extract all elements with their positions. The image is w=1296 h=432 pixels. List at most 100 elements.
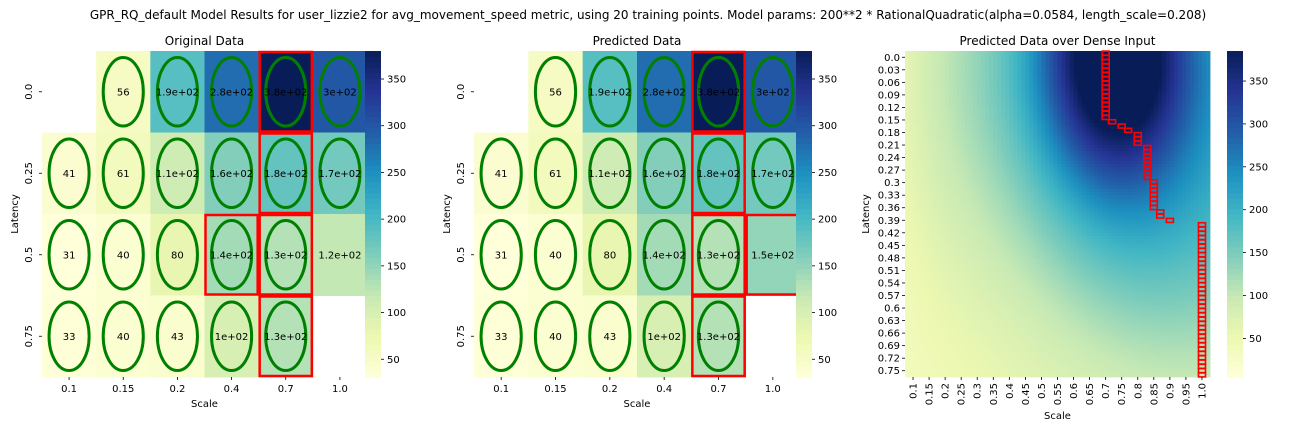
- heatmap-cell: [1005, 148, 1010, 152]
- heatmap-cell: [1009, 214, 1014, 218]
- heatmap-cell: [1145, 141, 1151, 146]
- heatmap-cell: [1109, 57, 1115, 61]
- heatmap-cell: [1129, 66, 1135, 71]
- heatmap-cell: [1085, 123, 1091, 127]
- heatmap-cell: [1189, 135, 1195, 140]
- heatmap-cell: [1065, 145, 1070, 149]
- heatmap-cell: [1149, 229, 1155, 234]
- heatmap-cell: [1017, 135, 1022, 140]
- heatmap-cell: [1069, 110, 1074, 115]
- heatmap-cell: [1069, 54, 1074, 58]
- heatmap-cell: [1069, 91, 1074, 96]
- heatmap-cell: [1173, 91, 1179, 96]
- colorbar-segment: [365, 89, 381, 96]
- heatmap-cell: [1053, 82, 1058, 86]
- heatmap-cell: [1133, 98, 1139, 102]
- heatmap-cell: [933, 163, 938, 168]
- heatmap-cell: [582, 132, 638, 215]
- heatmap-cell: [1073, 54, 1078, 58]
- heatmap-cell: [1073, 235, 1078, 240]
- heatmap-cell: [949, 85, 954, 90]
- heatmap-cell: [1073, 98, 1078, 102]
- heatmap-cell: [965, 94, 970, 99]
- heatmap-cell: [1093, 135, 1099, 140]
- heatmap-cell: [1045, 60, 1050, 64]
- heatmap-cell: [1165, 110, 1171, 115]
- heatmap-cell: [957, 148, 962, 152]
- heatmap-cell: [965, 132, 970, 137]
- heatmap-cell: [1037, 60, 1042, 64]
- heatmap-cell: [1165, 195, 1171, 199]
- heatmap-cell: [945, 207, 950, 212]
- heatmap-cell: [1077, 63, 1082, 68]
- heatmap-cell: [981, 214, 986, 218]
- heatmap-cell: [1177, 138, 1183, 143]
- heatmap-cell: [1101, 160, 1107, 165]
- heatmap-cell: [993, 229, 998, 234]
- heatmap-cell: [1113, 166, 1119, 171]
- heatmap-cell: [969, 54, 974, 58]
- highlight-box: [691, 132, 746, 215]
- heatmap-cell: [1025, 123, 1030, 127]
- heatmap-cell: [1177, 201, 1183, 205]
- heatmap-cell: [909, 82, 914, 86]
- heatmap-cell: [1077, 145, 1082, 149]
- heatmap-cell: [965, 198, 970, 202]
- heatmap-cell: [1057, 220, 1062, 224]
- heatmap-cell: [1117, 135, 1123, 140]
- heatmap-cell: [1033, 223, 1038, 227]
- heatmap-cell: [1009, 198, 1014, 202]
- heatmap-cell: [965, 220, 970, 224]
- heatmap-cell: [917, 57, 922, 61]
- heatmap-cell: [985, 76, 990, 80]
- heatmap-cell: [969, 126, 974, 130]
- heatmap-cell: [1173, 66, 1179, 71]
- heatmap-cell: [965, 126, 970, 130]
- heatmap-cell: [1117, 91, 1123, 96]
- heatmap-cell: [1161, 204, 1167, 209]
- heatmap-cell: [1089, 198, 1095, 202]
- heatmap-cell: [973, 104, 978, 108]
- heatmap-cell: [1073, 201, 1078, 205]
- heatmap-cell: [1189, 154, 1195, 158]
- heatmap-cell: [1001, 51, 1006, 55]
- heatmap-cell: [1033, 126, 1038, 130]
- heatmap-cell: [993, 192, 998, 196]
- heatmap-cell: [1045, 151, 1050, 155]
- heatmap-cell: [1081, 201, 1086, 205]
- heatmap-cell: [1021, 57, 1026, 61]
- heatmap-cell: [1053, 239, 1058, 243]
- heatmap-cell: [973, 85, 978, 90]
- heatmap-cell: [1021, 223, 1026, 227]
- heatmap-cell: [1157, 101, 1163, 105]
- heatmap-cell: [1033, 217, 1038, 221]
- heatmap-cell: [981, 69, 986, 74]
- heatmap-cell: [1069, 57, 1074, 61]
- heatmap-cell: [1181, 60, 1187, 64]
- heatmap-cell: [745, 214, 801, 296]
- heatmap-cell: [1065, 182, 1070, 187]
- heatmap-cell: [989, 57, 994, 61]
- heatmap-cell: [917, 176, 922, 180]
- heatmap-cell: [925, 51, 930, 55]
- heatmap-cell: [1049, 235, 1054, 240]
- heatmap-cell: [1033, 94, 1038, 99]
- heatmap-cell: [1185, 129, 1191, 133]
- heatmap-cell: [1017, 104, 1022, 108]
- heatmap-cell: [1137, 207, 1143, 212]
- cell-value-label: 1.8e+02: [697, 169, 740, 180]
- heatmap-cell: [1205, 66, 1211, 71]
- heatmap-cell: [1161, 201, 1167, 205]
- heatmap-cell: [1173, 192, 1179, 196]
- heatmap-cell: [941, 126, 946, 130]
- heatmap-cell: [1029, 94, 1034, 99]
- heatmap-cell: [1121, 160, 1127, 165]
- heatmap-cell: [1061, 201, 1066, 205]
- heatmap-cell: [1049, 119, 1054, 124]
- heatmap-cell: [204, 214, 260, 296]
- heatmap-cell: [1157, 163, 1163, 168]
- heatmap-cell: [1093, 57, 1099, 61]
- heatmap-cell: [1161, 160, 1167, 165]
- heatmap-cell: [989, 204, 994, 209]
